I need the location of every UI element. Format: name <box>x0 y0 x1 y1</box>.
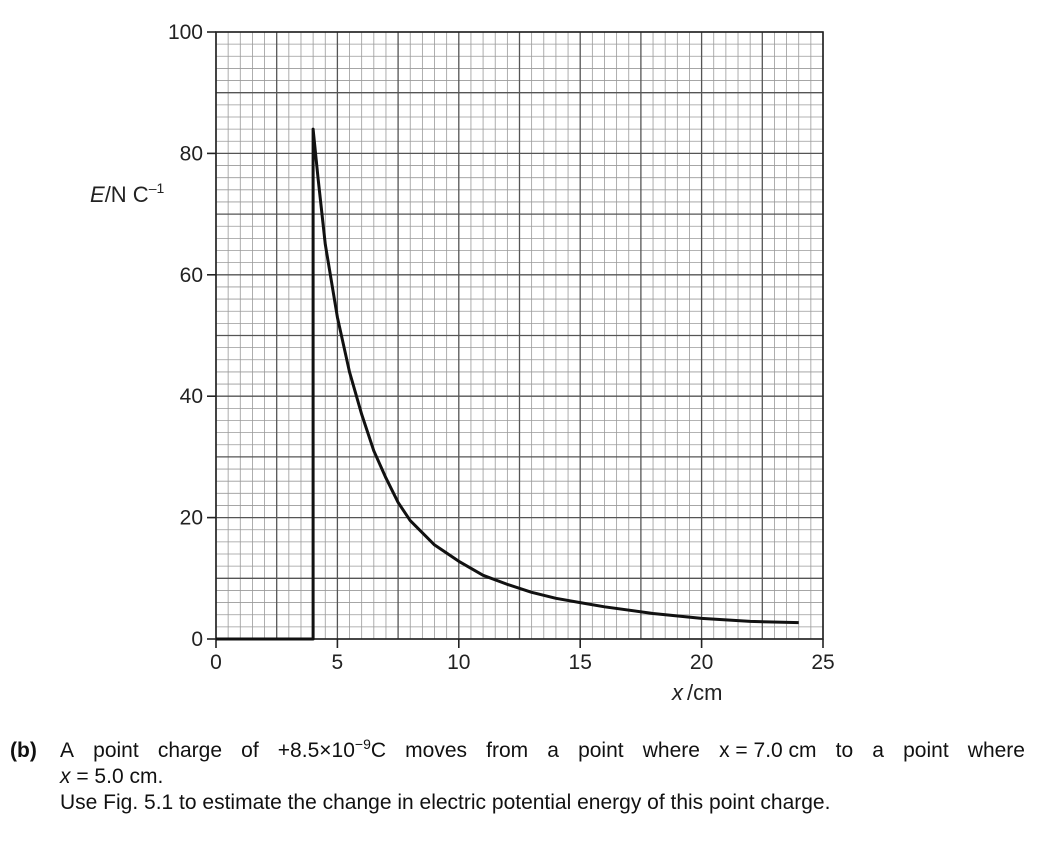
plot-frame <box>215 31 824 640</box>
x-axis-var: x <box>671 680 684 705</box>
y-tick-label: 40 <box>180 385 203 408</box>
word: charge <box>157 739 223 762</box>
question-line-2: x = 5.0 cm. <box>60 764 1025 790</box>
word: a <box>872 739 884 762</box>
question-label: (b) <box>10 739 37 762</box>
question-line-3: Use Fig. 5.1 to estimate the change in e… <box>60 791 831 814</box>
word: moves <box>405 739 468 762</box>
word: point <box>93 739 139 762</box>
end-position-var: x <box>60 765 71 788</box>
start-position: x = 7.0 cm <box>719 739 817 762</box>
question-line-1: A point charge of +8.5×10−9C moves from … <box>60 736 1025 764</box>
charge-exponent: −9 <box>354 736 371 752</box>
y-tick-label: 0 <box>191 628 203 651</box>
y-tick-label: 80 <box>180 142 203 165</box>
y-tick-label: 60 <box>180 264 203 287</box>
word: from <box>486 739 529 762</box>
charge-mantissa: +8.5×10 <box>277 739 355 762</box>
word: of <box>241 739 259 762</box>
x-axis-title: x/cm <box>671 680 722 705</box>
y-axis-title: E/N C–1 <box>90 180 164 207</box>
y-axis-var: E <box>90 182 105 207</box>
x-tick-label: 15 <box>569 651 592 674</box>
major-grid <box>215 31 824 640</box>
y-axis-exp: –1 <box>149 180 165 196</box>
end-position-rest: = 5.0 cm. <box>70 765 164 788</box>
word: point <box>578 739 624 762</box>
x-tick-label: 5 <box>332 651 344 674</box>
field-strength-chart: 0 5 10 15 20 25 0 20 40 60 80 100 E/N C–1 x/cm <box>90 21 835 705</box>
word: where <box>642 739 700 762</box>
x-tick-label: 25 <box>811 651 834 674</box>
question-b: (b) A point charge of +8.5×10−9C moves f… <box>10 736 1025 816</box>
word: A <box>60 739 75 762</box>
charge-unit: C <box>370 739 387 762</box>
charge-value: +8.5×10−9C <box>277 736 387 764</box>
x-tick-label: 10 <box>447 651 470 674</box>
tick-labels: 0 5 10 15 20 25 0 20 40 60 80 100 <box>168 21 835 674</box>
word: point <box>903 739 949 762</box>
series-line-E <box>216 127 799 641</box>
x-axis-unit: /cm <box>687 680 722 705</box>
tick-marks <box>207 31 824 648</box>
x-tick-label: 0 <box>210 651 222 674</box>
y-tick-label: 20 <box>180 507 203 530</box>
y-tick-label: 100 <box>168 21 203 44</box>
x-tick-label: 20 <box>690 651 713 674</box>
axes <box>215 31 824 640</box>
word: to <box>835 739 854 762</box>
question-body: A point charge of +8.5×10−9C moves from … <box>60 736 1025 816</box>
word: a <box>547 739 559 762</box>
word: where <box>967 739 1025 762</box>
y-axis-unit: /N C <box>105 182 149 207</box>
